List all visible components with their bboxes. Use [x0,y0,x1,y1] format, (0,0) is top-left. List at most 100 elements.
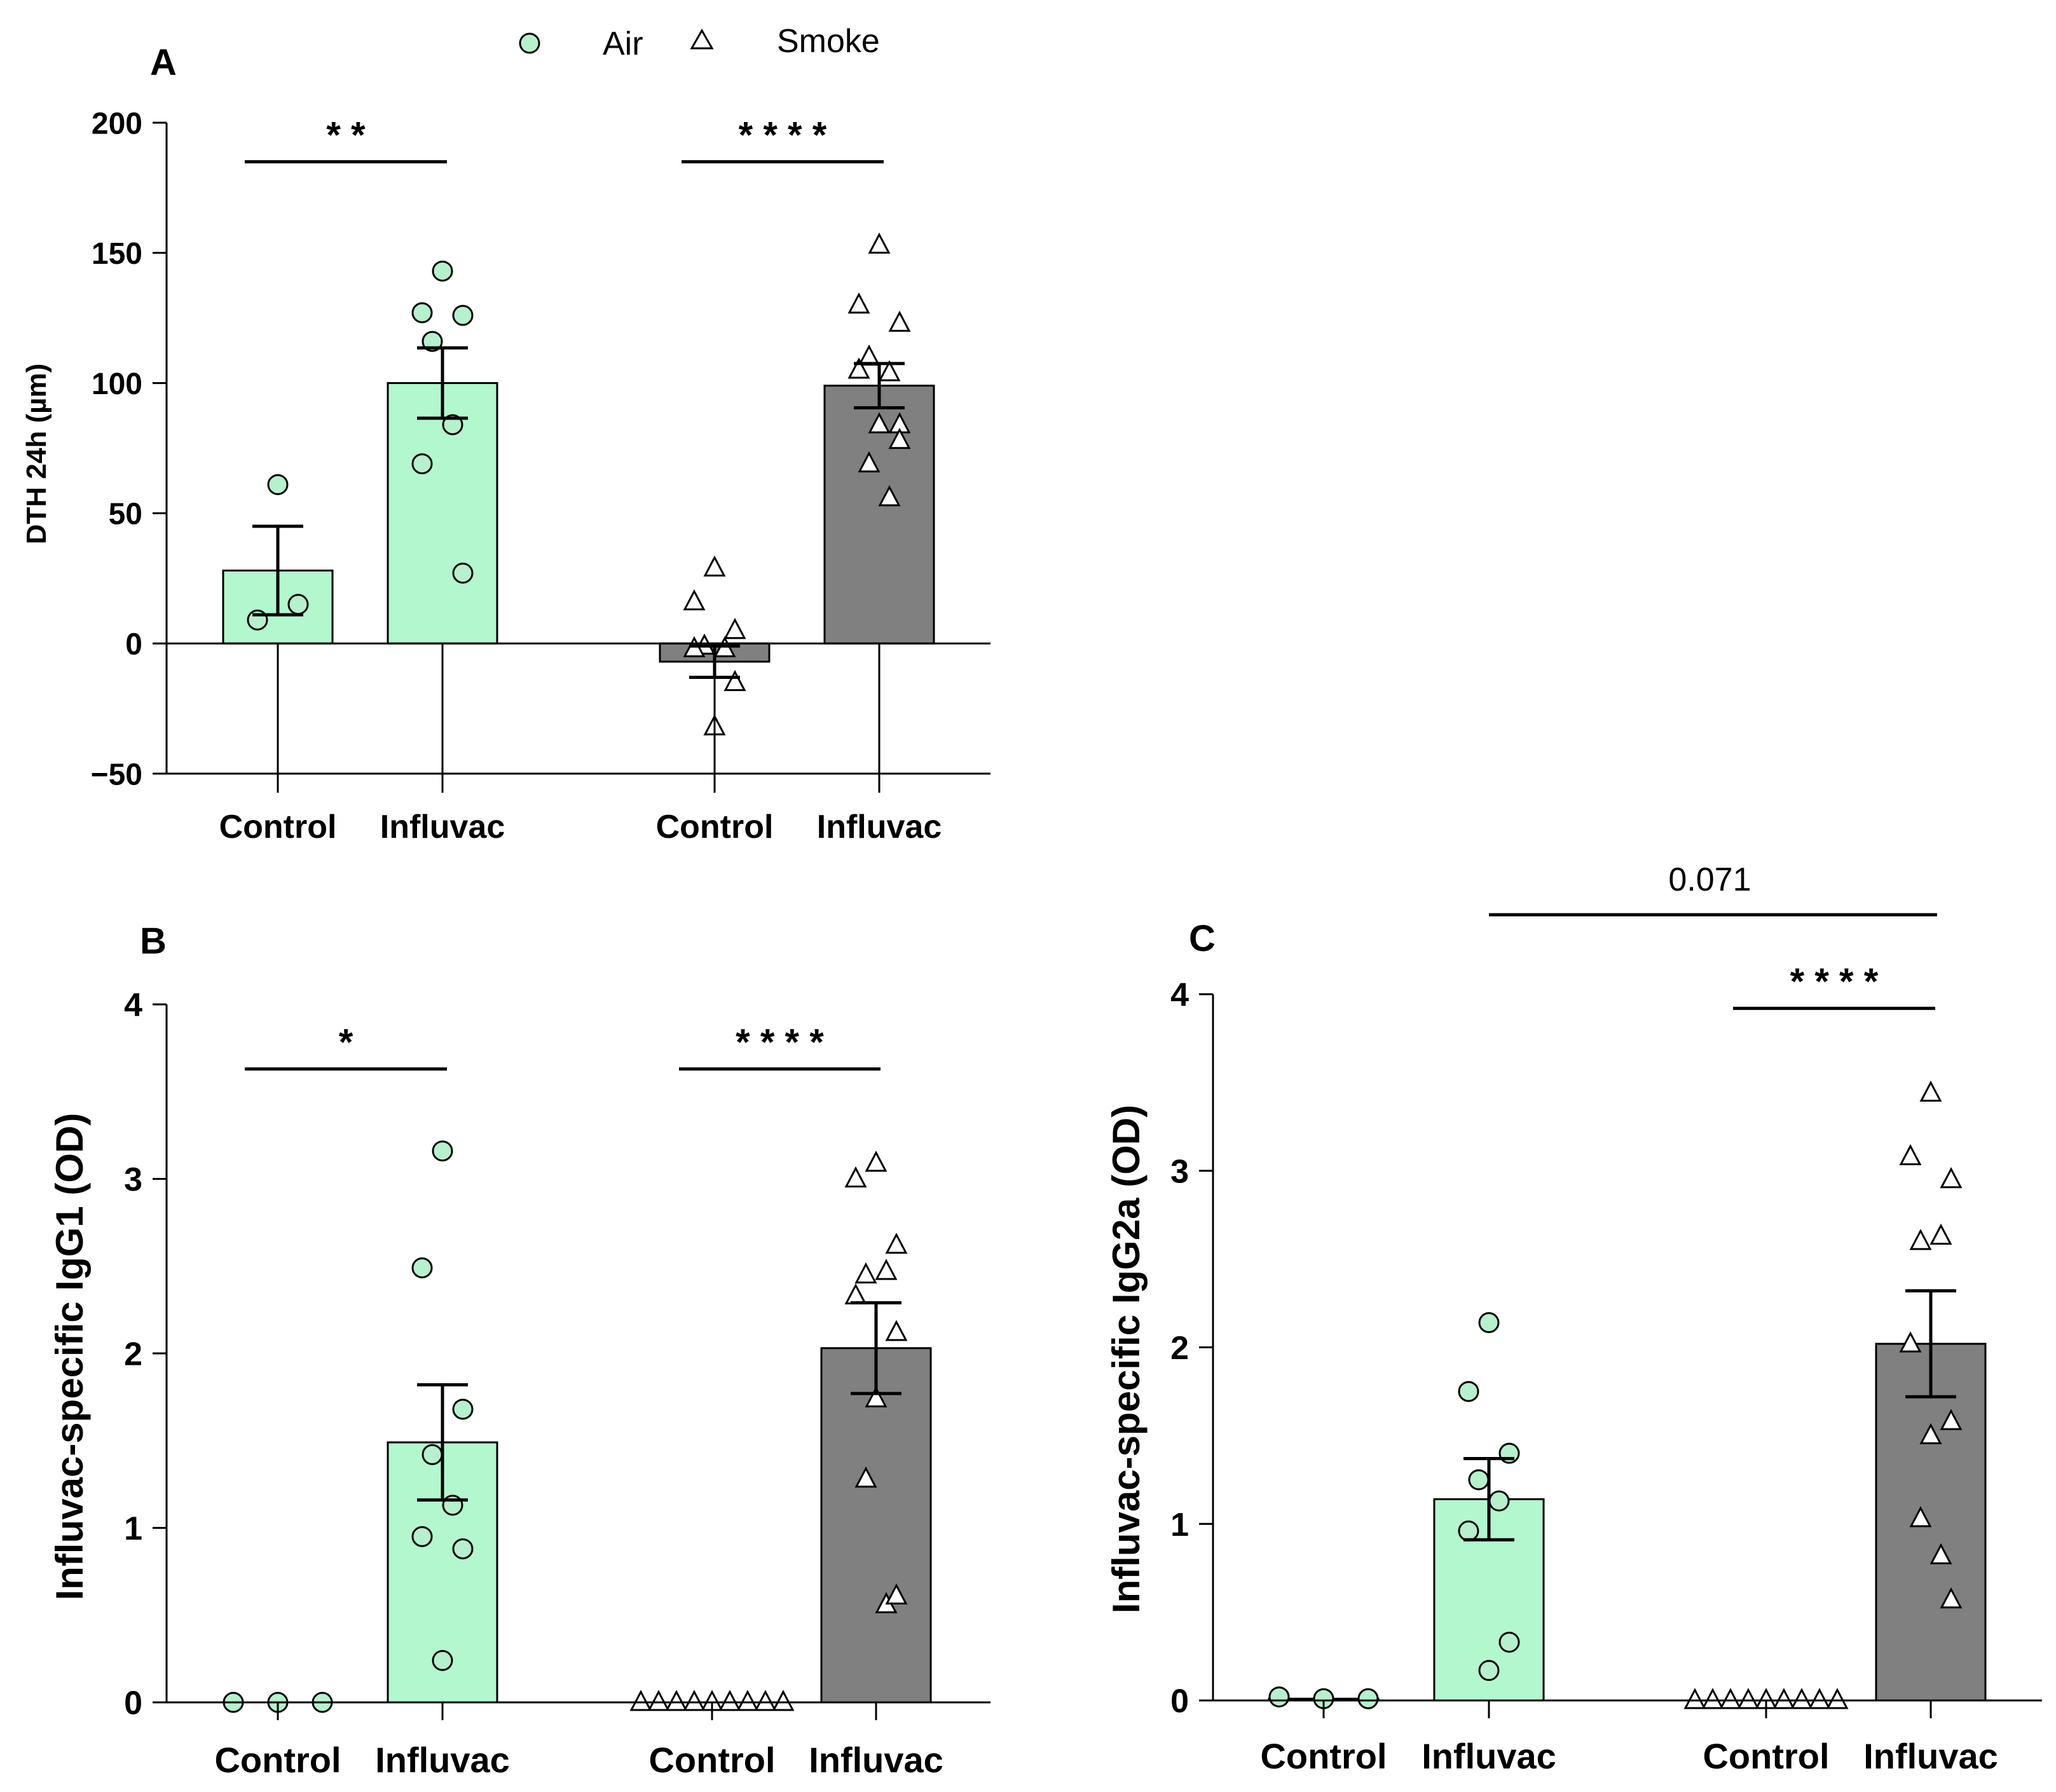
panel-letter-c: C [1189,918,1216,959]
y-axis-label: Influvac-specific IgG1 (OD) [48,1113,91,1601]
data-point-smoke [683,1690,706,1711]
data-point-smoke [854,1262,877,1283]
x-tick-label: Influvac [1863,1736,1998,1776]
x-tick-label: Control [656,809,774,845]
y-tick-label: 1 [1170,1507,1189,1543]
data-point-smoke [1701,1688,1724,1709]
data-point-smoke [885,1233,908,1254]
data-point-smoke [718,1690,741,1711]
panel-letter-b: B [140,920,167,962]
data-point-smoke [865,1386,888,1407]
data-point-air [432,260,453,282]
data-point-smoke [868,232,891,254]
x-tick-label: Influvac [809,1740,943,1780]
data-point-air [1478,1660,1500,1681]
data-point-smoke [858,451,881,473]
data-point-smoke [858,344,881,366]
data-point-smoke [844,1283,867,1304]
x-tick-label: Influvac [375,1740,510,1780]
data-point-smoke [703,555,726,577]
data-point-smoke [1909,1229,1932,1250]
data-point-smoke [875,1259,898,1280]
data-point-smoke [1808,1688,1831,1709]
data-point-air [1468,1469,1490,1491]
data-point-smoke [723,669,746,692]
y-tick-label: 1 [124,1510,142,1547]
y-tick-label: 100 [92,367,142,401]
legend: Air Smoke [519,23,880,62]
data-point-smoke [629,1690,652,1711]
data-point-smoke [878,360,901,381]
legend-air-marker [519,32,540,54]
data-point-smoke [1899,1144,1922,1166]
y-axis-label: Influvac-specific IgG2a (OD) [1105,1105,1148,1613]
data-point-smoke [736,1690,759,1711]
data-point-air [452,563,474,584]
data-point-air [432,1650,453,1671]
y-tick-label: 0 [1170,1683,1189,1720]
x-tick-label: Control [214,1740,341,1780]
data-point-air [1488,1490,1510,1512]
data-point-smoke [1683,1688,1706,1709]
x-tick-label: Control [1703,1736,1829,1776]
data-point-smoke [885,1320,908,1341]
significance-label: * * * * [736,1022,824,1064]
y-tick-label: 4 [1170,977,1189,1014]
data-point-smoke [1899,1331,1922,1353]
bar-air-influvac [387,382,498,645]
data-point-smoke [772,1690,795,1711]
data-point-air [452,304,474,326]
data-point-air [421,1444,443,1465]
y-tick-label: 0 [125,627,142,661]
y-tick-label: 3 [1170,1153,1189,1190]
data-point-smoke [1940,1166,1963,1189]
data-point-air [421,331,443,352]
y-tick-label: −50 [91,758,142,791]
data-point-air [287,594,309,615]
y-tick-label: 0 [124,1685,142,1722]
y-tick-label: 3 [124,1161,142,1198]
data-point-smoke [754,1690,777,1711]
x-tick-label: Control [219,809,337,845]
significance-label: 0.071 [1668,861,1751,898]
data-point-smoke [665,1690,688,1711]
data-point-air [442,414,463,435]
data-point-smoke [868,412,891,434]
data-point-smoke [1929,1223,1952,1245]
data-point-smoke [878,485,901,507]
data-point-smoke [1940,1409,1963,1430]
data-point-smoke [1737,1688,1760,1709]
y-tick-label: 200 [92,107,142,140]
y-tick-label: 150 [92,237,142,271]
legend-smoke-label: Smoke [777,23,880,60]
panel-a: −50 0 50 100 150 200 Control Influvac Control Inf… [21,107,990,845]
y-tick-label: 4 [124,987,142,1024]
data-point-smoke [865,1151,888,1172]
data-point-smoke [888,427,911,449]
data-point-smoke [1929,1543,1952,1564]
data-point-air [411,1526,433,1547]
y-tick-label: 2 [1170,1330,1189,1367]
data-point-air [1498,1631,1520,1653]
x-tick-label: Control [1260,1736,1387,1776]
data-point-smoke [1919,1080,1942,1102]
x-tick-label: Influvac [1422,1736,1556,1776]
data-point-air [411,302,433,324]
legend-air-label: Air [603,25,643,62]
data-point-air [452,1399,474,1420]
data-point-air [411,1257,433,1278]
data-point-smoke [1909,1506,1932,1528]
data-point-smoke [683,589,706,611]
y-tick-label: 50 [109,498,142,531]
data-point-air [1458,1381,1479,1402]
significance-label: * [339,1022,353,1064]
x-tick-label: Influvac [817,809,942,845]
data-point-air [452,1538,474,1559]
x-tick-label: Influvac [380,809,505,845]
data-point-smoke [844,1166,867,1187]
data-point-air [411,453,433,475]
data-point-smoke [1790,1688,1813,1709]
data-point-air [1478,1312,1500,1334]
panel-c: 0 1 2 3 4 Control Influvac Control Influvac * * *… [1105,861,2042,1776]
bar-smoke-influvac [1875,1343,1987,1702]
